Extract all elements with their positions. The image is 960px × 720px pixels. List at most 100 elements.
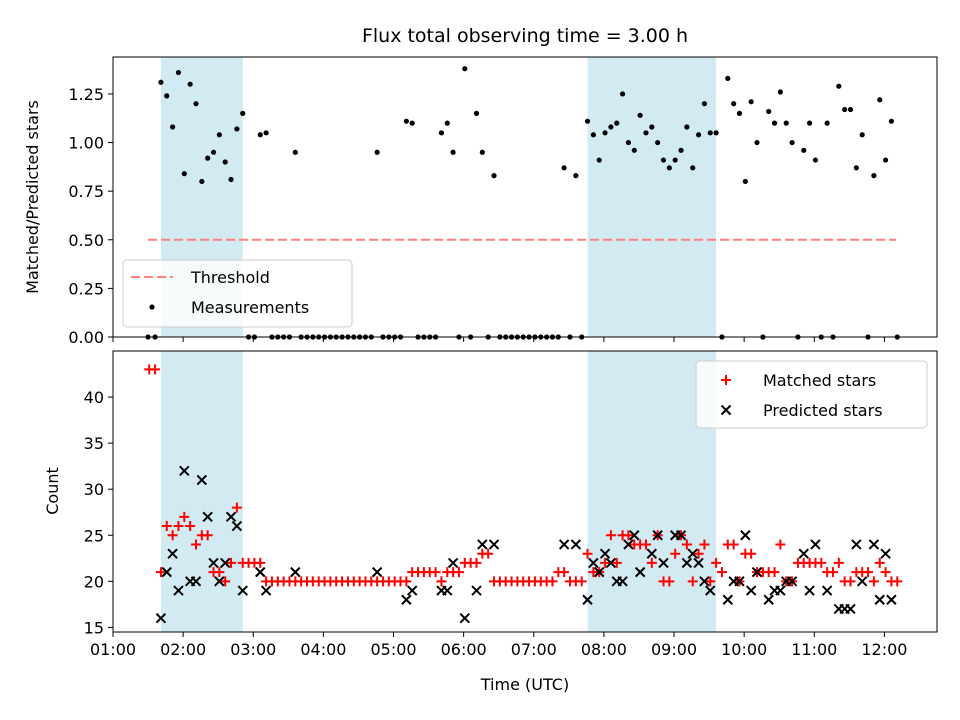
measurement-point [888,118,895,124]
predicted-star-point [582,594,593,605]
predicted-star-point [845,603,856,615]
x-tick-label: 02:00 [160,640,206,659]
count-points [144,364,903,624]
legend-measurements-label: Measurements [191,298,309,317]
measurement-point [824,120,830,126]
measurement-point [655,139,661,146]
measurement-point [561,165,567,171]
measurement-point [222,159,228,165]
measurement-point [263,130,269,136]
predicted-star-point [173,585,184,596]
predicted-star-point [488,539,500,550]
predicted-star-point [687,548,698,559]
measurement-point [625,139,632,146]
measurement-point [216,132,222,138]
matched-star-point [255,557,266,568]
matched-star-point [185,521,196,532]
matched-star-point [226,557,237,568]
measurement-point [847,106,854,113]
predicted-star-point [646,548,658,559]
bottom-y-axis-title: Count [43,467,62,515]
predicted-star-point [868,539,880,550]
predicted-star-point [821,585,833,596]
measurement-point [205,155,211,161]
highlight-span-2 [587,57,717,337]
matched-star-point [705,576,716,587]
predicted-star-point [798,548,809,559]
chart-title: Flux total observing time = 3.00 h [362,25,688,47]
y-tick-label: 0.25 [68,279,104,298]
matched-star-point [173,521,184,532]
matched-star-point [699,539,710,550]
measurement-point [614,120,620,126]
predicted-star-point [214,576,225,587]
matched-star-point [845,576,856,587]
predicted-star-point [208,557,219,569]
measurement-point [853,165,859,171]
top-plot-frame [112,56,938,338]
predicted-star-point [225,511,237,523]
predicted-star-point [886,594,897,605]
predicted-star-point [874,594,885,605]
predicted-star-point [705,585,716,596]
measurement-point [666,165,672,171]
predicted-star-point [155,612,167,624]
matched-star-point [775,539,786,550]
matched-star-point [769,567,780,578]
y-tick-label: 25 [84,526,104,545]
x-tick-label: 10:00 [721,640,767,659]
measurement-point [643,130,649,136]
predicted-star-point [442,585,453,596]
measurement-point [608,124,614,130]
measurement-point [713,130,719,136]
matched-star-point [483,548,494,559]
matched-star-point [547,576,558,587]
matched-star-point [664,576,675,587]
x-tick-label: 12:00 [861,640,907,659]
matched-star-point [605,530,616,541]
predicted-star-point [675,530,687,541]
matched-star-point [161,521,172,532]
matched-star-point [687,576,698,587]
matched-star-point [892,576,903,587]
predicted-star-point [588,557,599,569]
measurement-point [660,157,667,163]
matched-star-point [214,567,225,578]
measurement-point [181,171,187,177]
x-tick-label: 01:00 [90,640,136,659]
measurement-point [584,118,591,124]
y-tick-label: 0.75 [68,182,104,201]
measurement-point [187,81,193,87]
measurement-point [619,91,626,97]
measurement-point [672,157,678,163]
predicted-star-point [880,548,891,559]
predicted-star-point [196,474,208,486]
measurement-point [234,126,240,132]
matched-star-point [179,511,190,522]
matched-star-point [874,557,885,568]
matched-star-point [582,548,593,559]
matched-star-point [150,364,161,375]
x-tick-label: 06:00 [441,640,487,659]
predicted-star-point [699,576,710,587]
x-tick-label: 05:00 [370,640,416,659]
matched-star-point [681,539,692,550]
measurement-point [754,139,760,146]
measurement-point [877,97,883,103]
x-tick-label: 11:00 [791,640,837,659]
measurement-point [210,149,217,155]
matched-star-point [646,557,657,568]
predicted-star-point [745,585,757,596]
predicted-star-point [786,576,798,587]
x-tick-label: 08:00 [581,640,627,659]
matched-star-point [711,557,722,568]
measurement-point [695,132,702,138]
predicted-star-point [810,539,821,550]
matched-star-point [863,567,874,578]
predicted-star-point [693,557,704,569]
predicted-star-point [477,539,488,550]
x-tick-label: 07:00 [511,640,557,659]
predicted-star-point [237,585,248,596]
measurement-point [731,101,737,107]
predicted-star-point [722,594,733,605]
